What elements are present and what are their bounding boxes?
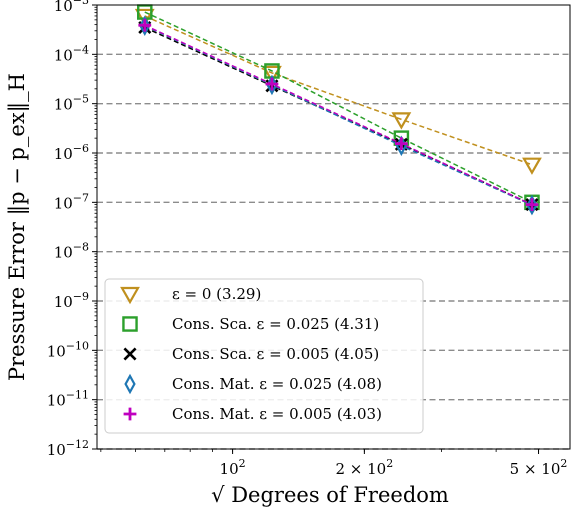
- plus-marker: [265, 77, 279, 91]
- series-2: [137, 4, 540, 211]
- axis-ticks: 10−3 10−4 10−5 10−6 10−7 10−8 10−9 10−10 10−11 10…: [47, 0, 568, 478]
- triangle-down-marker: [391, 112, 412, 130]
- triangle-down-marker: [262, 65, 282, 84]
- x-tick-label: 2 × 102: [335, 457, 393, 478]
- diamond-marker: [526, 194, 538, 216]
- plus-marker: [138, 18, 152, 32]
- y-tick-label: 10−10: [47, 339, 89, 360]
- y-tick-label: 10−3: [54, 0, 89, 15]
- series-5: [138, 18, 539, 211]
- plus-marker: [394, 137, 408, 151]
- legend-label: Cons. Mat. ε = 0.005 (4.03): [172, 405, 382, 423]
- legend-label: Cons. Mat. ε = 0.025 (4.08): [172, 375, 382, 393]
- plot-frame: [96, 4, 571, 450]
- legend-label: ε = 0 (3.29): [172, 285, 261, 303]
- y-tick-label: 10−6: [54, 142, 89, 163]
- y-tick-label: 10−12: [47, 438, 89, 459]
- series-1: [134, 8, 542, 175]
- diamond-marker: [124, 373, 136, 395]
- diamond-marker: [139, 15, 151, 37]
- legend-box: [104, 278, 424, 434]
- triangle-down-marker: [120, 286, 140, 305]
- y-axis-label: Pressure Error ‖p − p_ex‖_H: [5, 73, 30, 381]
- y-tick-label: 10−7: [54, 191, 89, 212]
- y-tick-label: 10−8: [54, 241, 89, 262]
- legend: ε = 0 (3.29) Cons. Sca. ε = 0.025 (4.31) C…: [104, 278, 424, 434]
- y-tick-label: 10−9: [54, 290, 89, 311]
- series-line: [144, 11, 533, 204]
- triangle-down-marker: [522, 157, 542, 175]
- series-group: [134, 4, 542, 216]
- plus-marker: [525, 198, 539, 211]
- x-marker: [123, 347, 137, 361]
- x-tick-label: 5 × 102: [510, 457, 568, 478]
- y-tick-label: 10−5: [54, 93, 89, 114]
- y-tick-label: 10−11: [47, 389, 89, 410]
- series-line: [144, 25, 533, 206]
- legend-label: Cons. Sca. ε = 0.025 (4.31): [172, 315, 379, 333]
- y-tick-label: 10−4: [54, 43, 89, 64]
- series-line: [144, 15, 533, 166]
- triangle-down-marker: [134, 8, 155, 27]
- square-marker: [122, 316, 138, 332]
- x-axis-label: √ Degrees of Freedom: [211, 483, 449, 507]
- plus-marker: [123, 407, 137, 421]
- legend-label: Cons. Sca. ε = 0.005 (4.05): [172, 345, 379, 363]
- x-tick-label: 102: [220, 457, 246, 478]
- series-line: [144, 24, 533, 206]
